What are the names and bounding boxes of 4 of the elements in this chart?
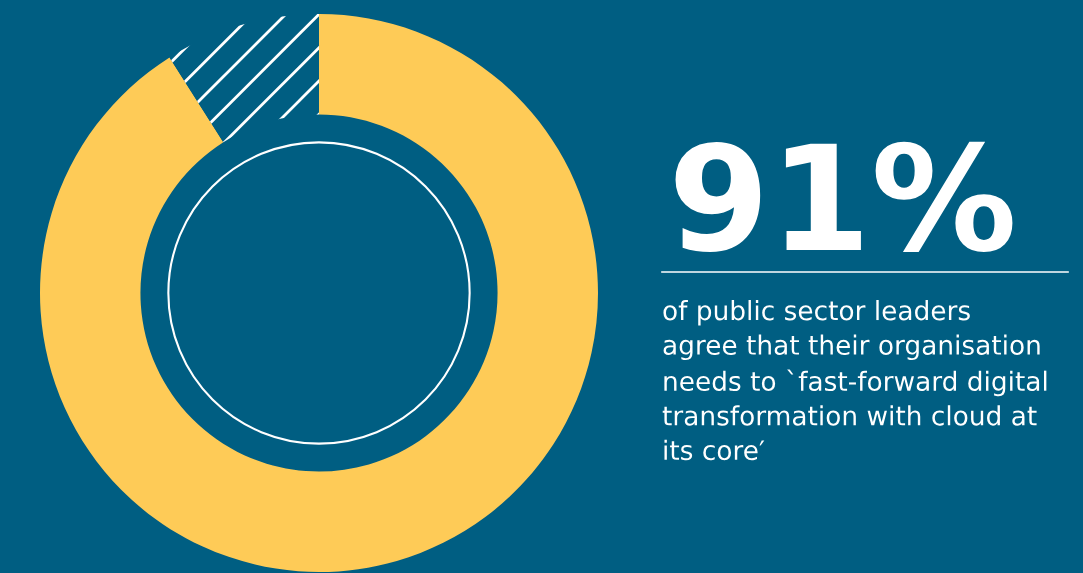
text: 91% xyxy=(675,141,1013,253)
text: of public sector leaders agree that their organisation needs to `fast-forward digital transformation with cloud at its core′ xyxy=(662,300,1047,461)
donut-slice xyxy=(40,14,598,572)
donut-slice xyxy=(169,14,319,143)
